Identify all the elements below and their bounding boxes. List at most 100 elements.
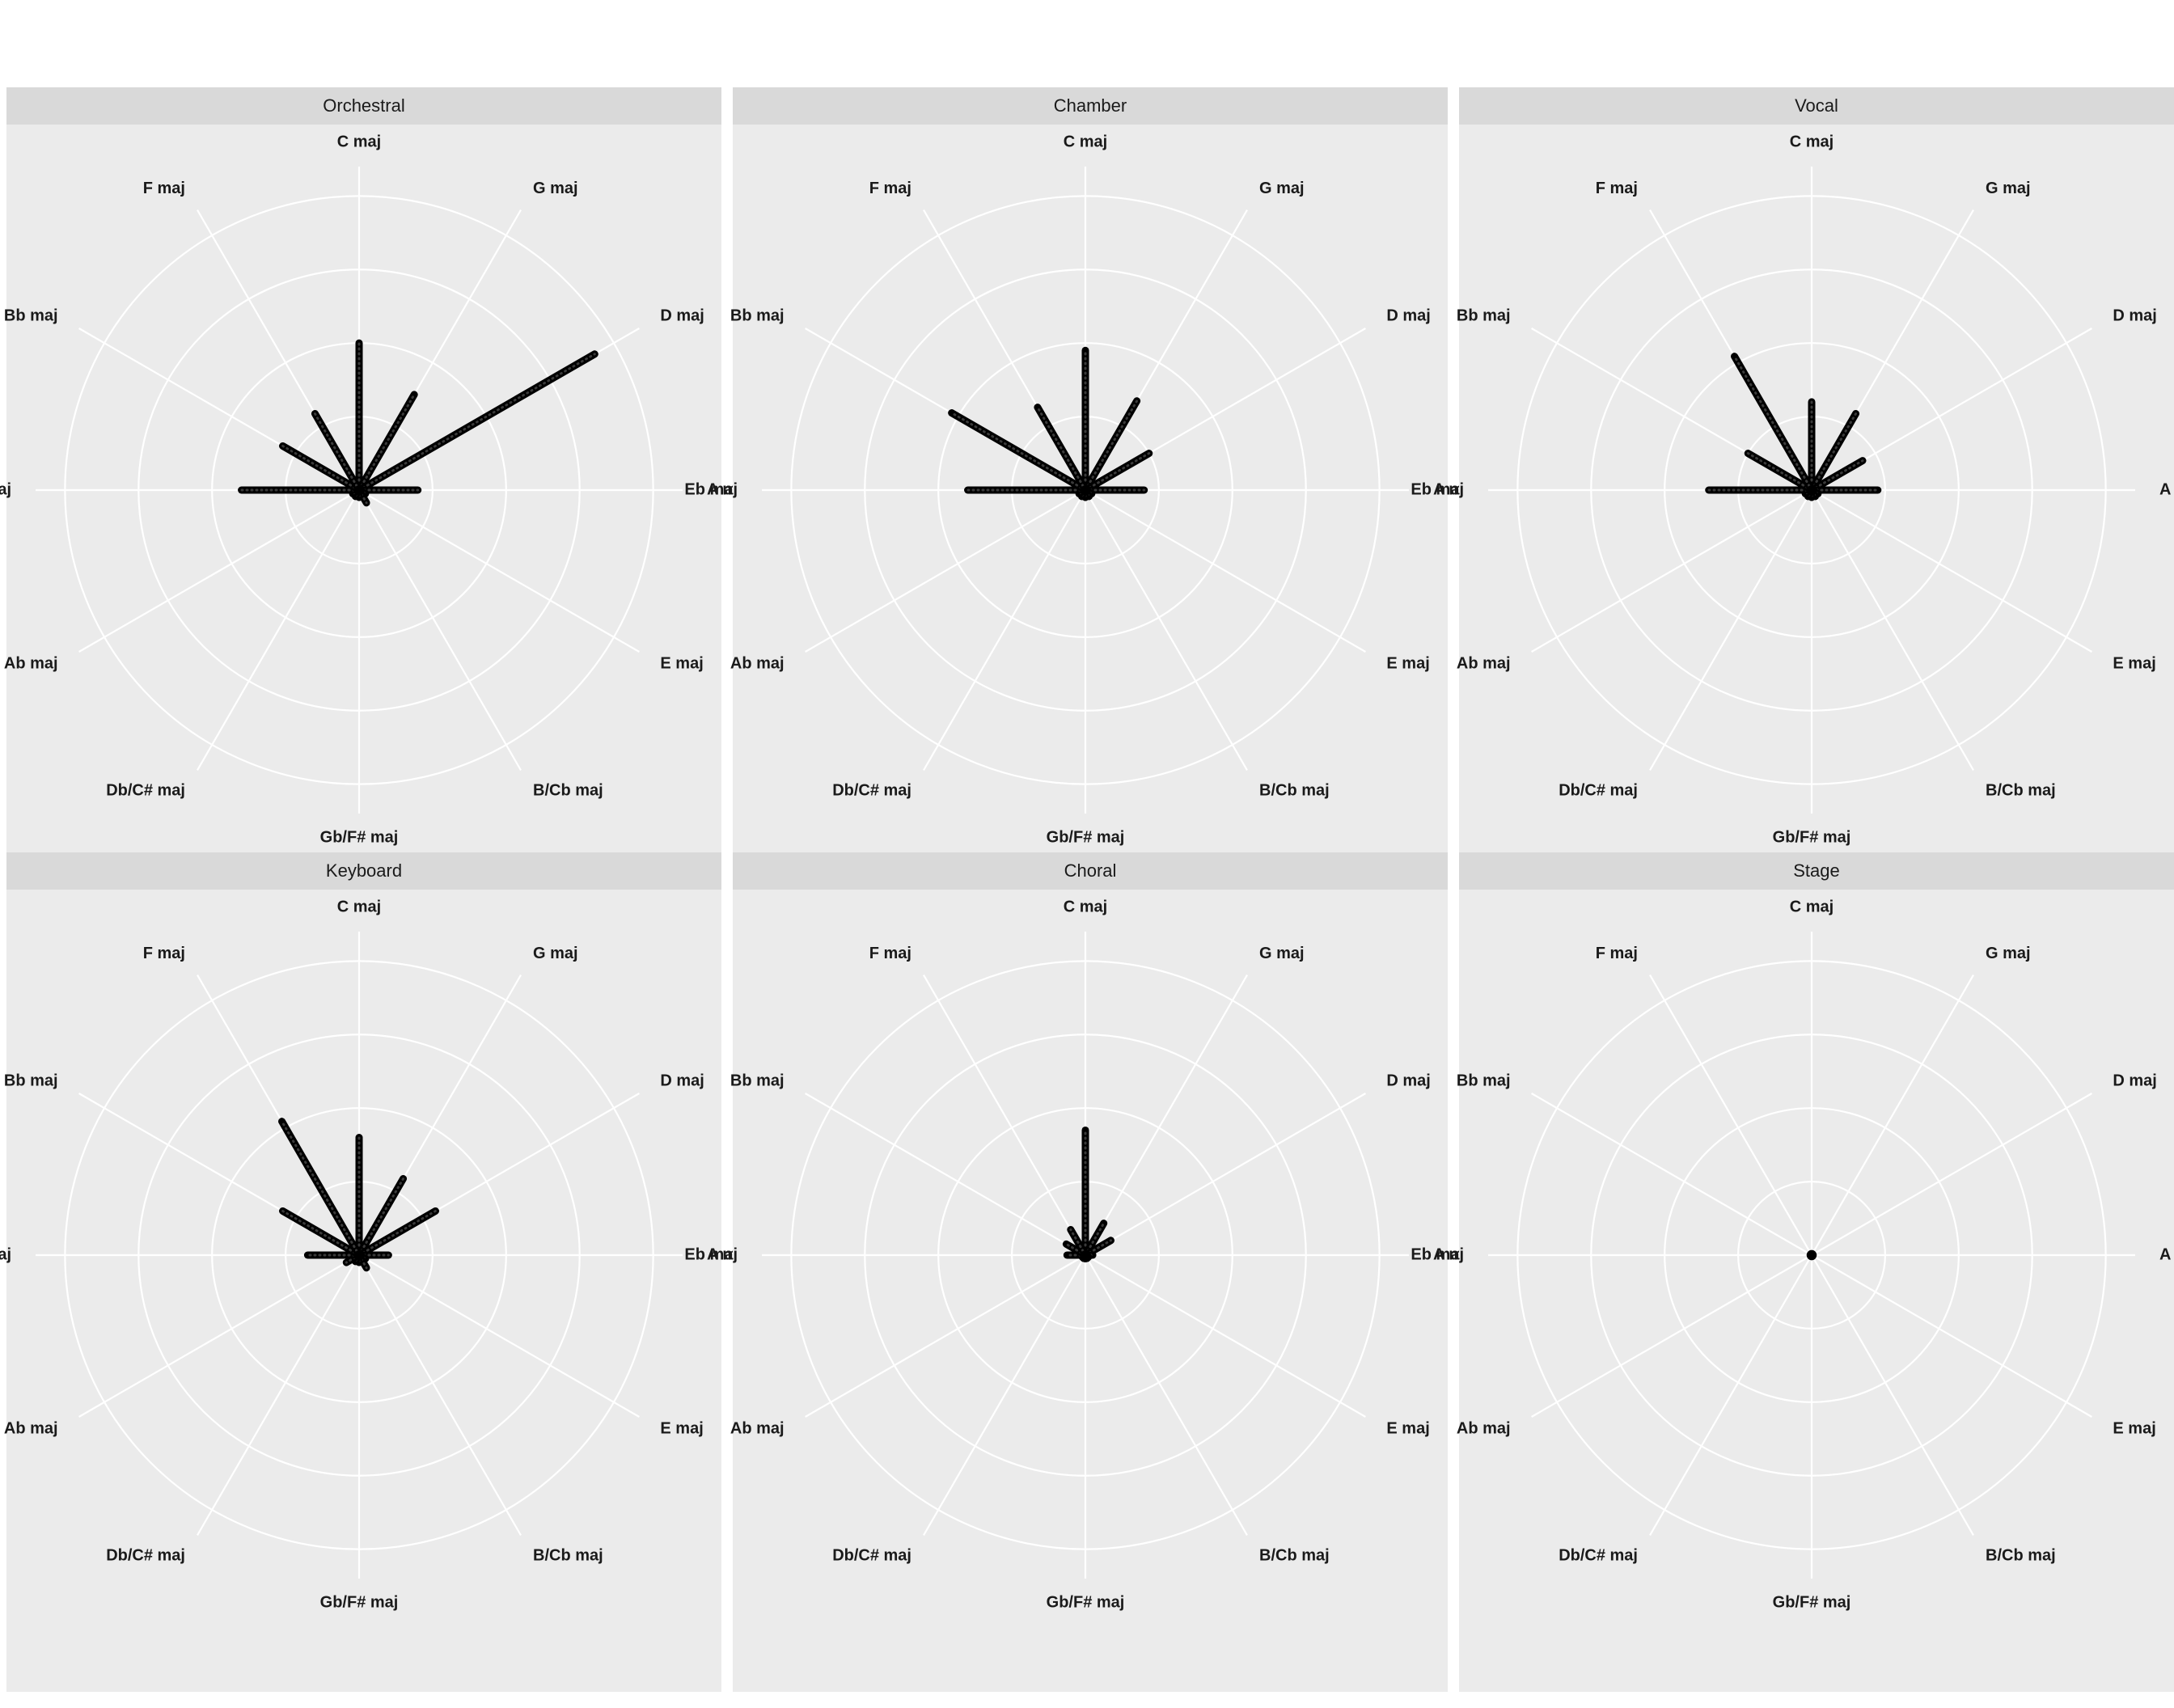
grid-spoke [1085,489,1366,653]
grid-spoke [805,1093,1086,1256]
center-point [354,1250,364,1260]
key-tick-label: Bb maj [4,307,58,324]
key-tick-label: G maj [533,180,578,197]
key-tick-label: Ab maj [730,1419,785,1437]
grid-spoke [358,489,640,653]
data-spoke-texture [357,1177,405,1257]
key-tick-label: C maj [1790,898,1834,915]
key-tick-label: C maj [337,898,381,915]
key-tick-label: Ab maj [4,1419,58,1437]
data-spoke-texture [281,1209,361,1257]
plot-background [733,125,1448,927]
data-spoke-texture [1810,459,1864,492]
facet-strip: Keyboard [6,852,721,890]
key-tick-label: B/Cb maj [1986,1547,2056,1565]
key-tick-label: Bb maj [1457,307,1511,324]
data-spoke-texture [950,412,1087,492]
grid-spoke [1085,1254,1248,1536]
facet-strip: Stage [1459,852,2174,890]
key-tick-label: G maj [1986,180,2031,197]
grid-spoke [1649,489,1812,771]
key-tick-label: Db/C# maj [832,782,911,800]
key-tick-label: F maj [869,945,911,962]
key-tick-label: Bb maj [730,307,785,324]
grid-spoke [1811,1254,2092,1418]
grid-spoke [1531,1093,1812,1256]
center-point [1807,485,1817,495]
key-tick-label: Db/C# maj [106,782,185,800]
key-tick-label: Eb maj [0,480,11,498]
key-tick-label: A maj [2159,1245,2174,1263]
grid-spoke [923,489,1086,771]
facet-title: Keyboard [325,860,403,881]
key-tick-label: Ab maj [730,654,785,672]
grid-spoke [78,489,360,653]
facet-strip: Choral [733,852,1448,890]
grid-spoke [805,489,1086,653]
grid-spoke [1649,1254,1812,1536]
plot-background [1459,125,2174,927]
key-tick-label: Gb/F# maj [1773,1593,1851,1611]
grid-spoke [923,1254,1086,1536]
data-spoke-texture [1036,406,1087,492]
key-tick-label: Eb maj [684,480,738,498]
key-tick-label: D maj [1386,1072,1430,1089]
data-spoke [1081,450,1153,494]
plot-background [6,890,721,1692]
key-tick-label: D maj [660,1072,704,1089]
key-tick-label: D maj [2113,1072,2156,1089]
key-tick-label: Db/C# maj [832,1547,911,1565]
facet-title: Vocal [1795,95,1838,116]
key-tick-label: Gb/F# maj [1047,828,1125,846]
key-tick-label: Bb maj [730,1072,785,1089]
facet-panel-stage: Stage C maj G maj D maj A maj E maj B/Cb maj G… [1411,852,2174,1692]
data-spoke-texture [1810,412,1858,492]
key-tick-label: F maj [1596,945,1638,962]
facet-title: Choral [1064,860,1117,881]
facet-panel-vocal: Vocal C maj G maj D maj A maj E maj B/Cb maj G… [1411,87,2174,927]
key-tick-label: G maj [1986,945,2031,962]
polar-plot: C maj G maj D maj A maj E maj B/Cb maj Gb/F# m… [1411,898,2174,1611]
key-tick-label: Db/C# maj [106,1547,185,1565]
key-tick-label: D maj [1386,307,1430,324]
key-tick-label: B/Cb maj [1259,1547,1330,1565]
data-spoke-texture [281,1120,361,1257]
plot-background [733,890,1448,1692]
grid-spoke [805,1254,1086,1418]
grid-spoke [358,489,522,771]
key-tick-label: B/Cb maj [1259,782,1330,800]
key-tick-label: Eb maj [0,1245,11,1263]
key-tick-label: Ab maj [1457,1419,1511,1437]
key-tick-label: Gb/F# maj [320,1593,399,1611]
key-tick-label: Ab maj [1457,654,1511,672]
key-tick-label: E maj [2113,654,2155,672]
data-spoke-texture [1733,355,1813,492]
key-tick-label: Eb maj [1411,1245,1464,1263]
key-tick-label: E maj [1386,1419,1429,1437]
key-tick-label: Eb maj [684,1245,738,1263]
data-spoke [1081,397,1141,494]
key-tick-label: D maj [660,307,704,324]
facet-strip: Chamber [733,87,1448,125]
center-point [354,485,364,495]
key-tick-label: E maj [2113,1419,2155,1437]
facet-panel-chamber: Chamber C maj G maj D maj A maj E maj B/Cb ma… [684,87,1477,927]
plot-background [1459,890,2174,1692]
grid-spoke [1811,974,1974,1256]
grid-spoke [1649,974,1812,1256]
key-tick-label: F maj [869,180,911,197]
key-tick-label: Db/C# maj [1559,1547,1638,1565]
key-tick-label: E maj [660,654,703,672]
grid-spoke [1085,1093,1366,1256]
grid-spoke [923,974,1086,1256]
key-tick-label: Bb maj [1457,1072,1511,1089]
key-tick-label: C maj [1790,133,1834,150]
facet-panel-orchestral: Orchestral C maj G maj D maj A maj E maj B/Cb… [0,87,751,927]
key-tick-label: A maj [2159,480,2174,498]
facet-title: Stage [1793,860,1840,881]
key-tick-label: Gb/F# maj [320,828,399,846]
